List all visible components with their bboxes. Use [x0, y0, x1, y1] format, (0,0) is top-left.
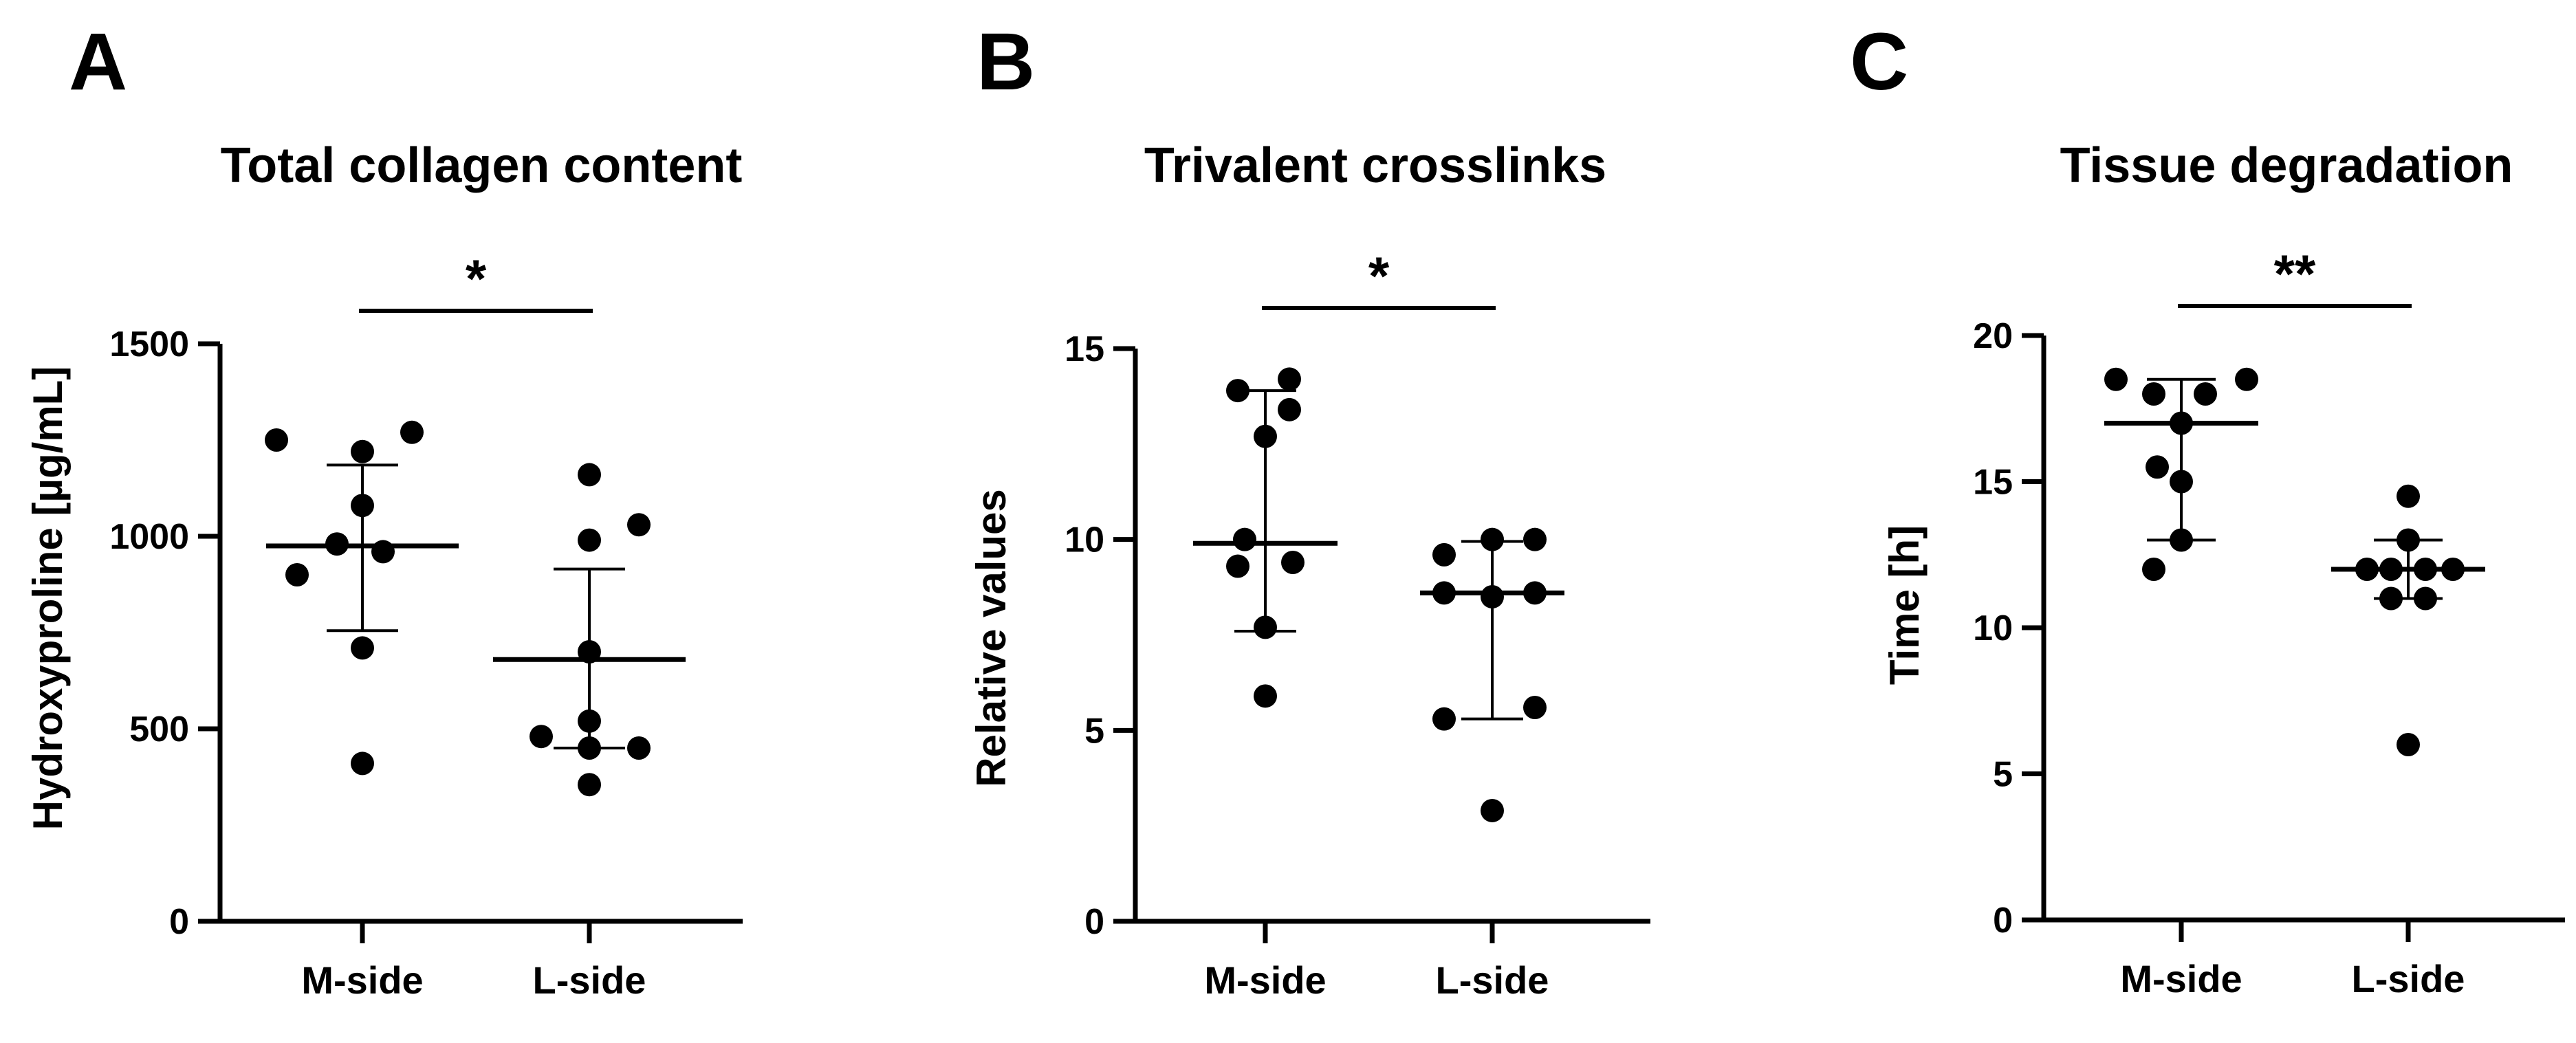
y-tick-label: 10 [1973, 608, 2013, 648]
data-point [2414, 586, 2437, 611]
x-tick-label: L-side [2352, 957, 2465, 1000]
plot-area: 0 5 10 15 M-side L-side * [1065, 245, 1650, 1002]
data-point [578, 709, 601, 733]
data-point [2142, 558, 2165, 581]
data-point [371, 540, 395, 564]
data-point [285, 563, 309, 586]
data-point [2104, 367, 2128, 391]
data-point [1481, 798, 1504, 822]
y-tick-label: 15 [1065, 329, 1104, 369]
data-point [2397, 484, 2420, 508]
data-point [1254, 684, 1277, 708]
y-axis-label: Time [h] [1881, 525, 1928, 685]
data-point [1432, 542, 1456, 567]
panel-letter: A [69, 17, 127, 107]
chart-title: Trivalent crosslinks [1144, 138, 1606, 193]
data-point [627, 736, 651, 760]
y-tick-label: 5 [1084, 711, 1104, 751]
y-tick-label: 1500 [109, 325, 189, 364]
panel-a: A Total collagen content Hydroxyproline … [25, 17, 743, 1002]
y-axis-label: Hydroxyproline [µg/mL] [25, 366, 71, 831]
data-point [325, 532, 349, 556]
data-point [578, 463, 601, 487]
data-point [2170, 411, 2193, 435]
data-point [530, 725, 553, 749]
data-point [1281, 550, 1305, 574]
data-point [2414, 558, 2437, 581]
data-point [1226, 379, 1249, 403]
panel-c: C Tissue degradation Time [h] 0 5 10 15 20 M-… [1850, 17, 2565, 1000]
chart-title: Total collagen content [221, 138, 743, 193]
data-point [1278, 397, 1301, 421]
x-tick-label: M-side [301, 958, 423, 1002]
data-point [351, 636, 374, 660]
data-point [1226, 554, 1249, 578]
y-tick-label: 5 [1993, 755, 2013, 795]
data-point [1432, 707, 1456, 731]
data-point [2146, 455, 2169, 479]
panel-letter: C [1850, 17, 1908, 107]
x-tick-label: L-side [1436, 958, 1549, 1002]
y-tick-label: 0 [1084, 902, 1104, 942]
y-tick-label: 10 [1065, 520, 1104, 560]
significance-label: * [1368, 245, 1390, 306]
data-point [2235, 367, 2258, 391]
data-point [351, 439, 374, 463]
y-tick-label: 20 [1973, 316, 2013, 356]
data-point [400, 420, 424, 444]
plot-area: 0 5 10 15 20 M-side L-side ** [1973, 243, 2565, 1000]
data-point [2441, 558, 2465, 581]
data-point [1254, 424, 1277, 448]
data-point [578, 736, 601, 760]
data-point [351, 494, 374, 518]
data-point [2355, 558, 2379, 581]
data-point [1523, 696, 1547, 720]
data-point [2170, 470, 2193, 494]
significance-label: ** [2274, 243, 2316, 304]
data-point [2379, 586, 2403, 611]
y-tick-label: 15 [1973, 463, 2013, 503]
y-axis-label: Relative values [968, 489, 1014, 787]
plot-area: 0 500 1000 1500 M-side L-side * [109, 248, 743, 1002]
data-point [2194, 382, 2217, 406]
data-point [1254, 615, 1277, 639]
data-point [1481, 527, 1504, 551]
data-point [578, 773, 601, 797]
data-point [1432, 581, 1456, 605]
y-tick-label: 1000 [109, 517, 189, 557]
data-point [2397, 528, 2420, 552]
data-point [1278, 367, 1301, 391]
data-point [265, 428, 288, 452]
x-tick-label: M-side [2120, 957, 2242, 1000]
chart-title: Tissue degradation [2060, 138, 2513, 193]
data-point [578, 528, 601, 552]
panel-b: B Trivalent crosslinks Relative values 0… [968, 17, 1650, 1002]
y-tick-label: 500 [129, 710, 189, 749]
panel-letter: B [976, 17, 1035, 107]
data-point [2379, 558, 2403, 581]
data-point [2397, 733, 2420, 756]
data-point [1233, 527, 1256, 551]
data-point [1523, 527, 1547, 551]
y-tick-label: 0 [169, 902, 189, 942]
data-point [2170, 528, 2193, 552]
data-point [1523, 581, 1547, 605]
data-point [627, 513, 651, 537]
x-tick-label: L-side [533, 958, 646, 1002]
data-point [578, 640, 601, 663]
data-point [1481, 584, 1504, 608]
x-tick-label: M-side [1204, 958, 1326, 1002]
y-tick-label: 0 [1993, 901, 2013, 941]
significance-label: * [466, 248, 487, 309]
data-point [351, 751, 374, 776]
data-point [2142, 382, 2165, 406]
